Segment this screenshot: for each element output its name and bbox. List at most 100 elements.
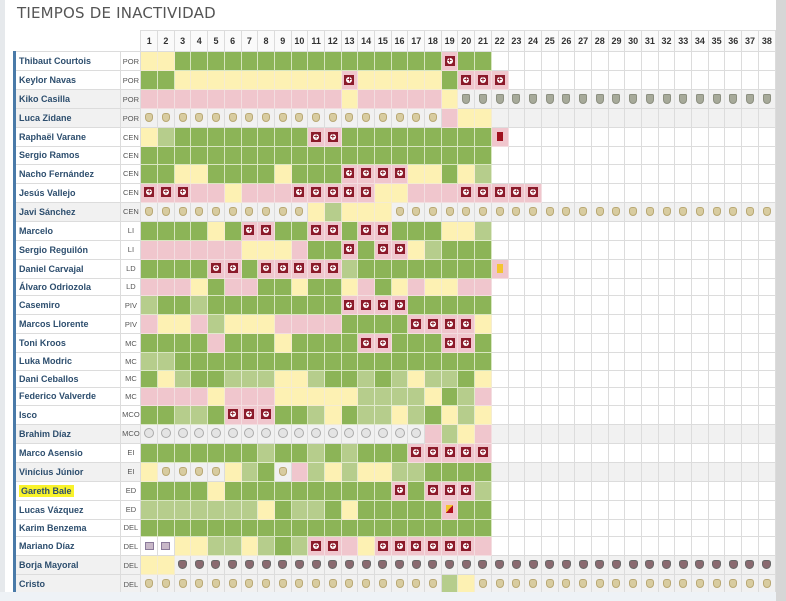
- matchday-cell: [340, 499, 359, 520]
- matchday-cell: [574, 404, 592, 425]
- matchday-cell: [407, 163, 426, 184]
- matchday-cell: [424, 239, 442, 260]
- player-name[interactable]: Javi Sánchez: [19, 206, 76, 217]
- player-name[interactable]: Thibaut Courtois: [19, 56, 91, 66]
- matchday-cell: [657, 518, 676, 537]
- injury-icon: [444, 55, 455, 66]
- player-name[interactable]: Marcos Llorente: [19, 319, 89, 329]
- real-madrid-crest-icon: [378, 579, 387, 589]
- player-name[interactable]: Marcelo: [19, 225, 54, 236]
- matchday-cell: [557, 352, 576, 371]
- player-name[interactable]: Luka Modric: [19, 356, 73, 367]
- player-name[interactable]: Vinícius Júnior: [19, 466, 84, 477]
- player-name-cell[interactable]: Raphaël Varane: [12, 127, 122, 147]
- matchday-cell: [624, 258, 643, 279]
- player-name-cell[interactable]: Kiko Casilla: [12, 89, 122, 109]
- player-name[interactable]: Gareth Bale: [19, 484, 74, 497]
- player-name-cell[interactable]: Brahim Díaz: [12, 423, 122, 444]
- scrollbar[interactable]: [776, 0, 786, 601]
- player-name[interactable]: Sergio Reguilón: [19, 244, 89, 255]
- player-name[interactable]: Dani Ceballos: [19, 373, 79, 384]
- matchday-cell: [240, 555, 259, 575]
- player-name-cell[interactable]: Dani Ceballos: [12, 369, 122, 388]
- player-name[interactable]: Daniel Carvajal: [19, 263, 84, 274]
- matchday-cell: [190, 333, 209, 353]
- player-name-cell[interactable]: Álvaro Odriozola: [12, 277, 122, 296]
- player-name-cell[interactable]: Casemiro: [12, 295, 122, 315]
- player-name-cell[interactable]: Marcos Llorente: [12, 314, 122, 334]
- real-madrid-crest-icon: [228, 579, 237, 589]
- player-name-cell[interactable]: Jesús Vallejo: [12, 182, 122, 203]
- player-name-cell[interactable]: Karim Benzema: [12, 518, 122, 537]
- player-name[interactable]: Sergio Ramos: [19, 150, 80, 161]
- player-name[interactable]: Isco: [19, 409, 38, 420]
- matchday-cell: [641, 239, 659, 260]
- player-name[interactable]: Luca Zidane: [19, 113, 72, 123]
- matchday-cell: [607, 295, 626, 315]
- matchday-cell: [657, 51, 676, 71]
- player-name-cell[interactable]: Federico Valverde: [12, 387, 122, 406]
- matchday-cell: [757, 518, 777, 537]
- matchday-cell: [440, 70, 459, 90]
- player-name-cell[interactable]: Nacho Fernández: [12, 163, 122, 184]
- player-name-cell[interactable]: Lucas Vázquez: [12, 499, 122, 520]
- player-name-cell[interactable]: Cristo: [12, 574, 122, 594]
- player-name[interactable]: Keylor Navas: [19, 75, 77, 85]
- player-name-cell[interactable]: Marcelo: [12, 220, 122, 241]
- matchday-cell: [340, 239, 359, 260]
- player-name-cell[interactable]: Mariano Díaz: [12, 536, 122, 556]
- player-name[interactable]: Casemiro: [19, 300, 61, 310]
- player-name[interactable]: Federico Valverde: [19, 391, 97, 402]
- player-name[interactable]: Marco Asensio: [19, 447, 83, 458]
- player-name[interactable]: Mariano Díaz: [19, 541, 75, 551]
- player-name-cell[interactable]: Daniel Carvajal: [12, 258, 122, 279]
- player-name[interactable]: Lucas Vázquez: [19, 504, 84, 515]
- matchday-cell: [691, 258, 709, 279]
- player-name-cell[interactable]: Vinícius Júnior: [12, 461, 122, 482]
- player-name[interactable]: Brahim Díaz: [19, 428, 72, 439]
- player-name[interactable]: Jesús Vallejo: [19, 187, 76, 198]
- player-name[interactable]: Karim Benzema: [19, 522, 87, 533]
- matchday-header: 30: [624, 30, 643, 52]
- player-name[interactable]: Raphaël Varane: [19, 132, 87, 142]
- injury-icon: [477, 186, 488, 198]
- player-name-cell[interactable]: Keylor Navas: [12, 70, 122, 90]
- matchday-cell: [474, 536, 492, 556]
- matchday-cell: [424, 89, 442, 109]
- matchday-cell: [607, 518, 626, 537]
- matchday-cell: [190, 423, 209, 444]
- matchday-cell: [757, 369, 777, 388]
- player-name-cell[interactable]: Marco Asensio: [12, 442, 122, 463]
- player-name[interactable]: Borja Mayoral: [19, 560, 79, 570]
- matchday-cell: [490, 461, 509, 482]
- matchday-header: 31: [641, 30, 659, 52]
- matchday-cell: [157, 461, 175, 482]
- real-madrid-crest-icon: [328, 113, 337, 123]
- player-name-cell[interactable]: Borja Mayoral: [12, 555, 122, 575]
- real-madrid-crest-icon: [645, 579, 654, 589]
- player-row: Álvaro Odriozola LD: [12, 277, 777, 296]
- matchday-cell: [140, 369, 159, 388]
- player-name[interactable]: Cristo: [19, 579, 46, 589]
- matchday-cell: [507, 404, 526, 425]
- matchday-cell: [207, 574, 225, 594]
- matchday-cell: [757, 555, 777, 575]
- player-name-cell[interactable]: Javi Sánchez: [12, 201, 122, 222]
- matchday-cell: [457, 499, 476, 520]
- player-name-cell[interactable]: Luka Modric: [12, 352, 122, 371]
- player-name[interactable]: Álvaro Odriozola: [19, 281, 92, 292]
- player-name-cell[interactable]: Luca Zidane: [12, 108, 122, 128]
- injury-icon: [377, 299, 388, 310]
- player-name[interactable]: Toni Kroos: [19, 338, 66, 348]
- player-name[interactable]: Kiko Casilla: [19, 94, 71, 104]
- player-name[interactable]: Nacho Fernández: [19, 168, 95, 179]
- matchday-cell: [374, 352, 392, 371]
- player-name-cell[interactable]: Gareth Bale: [12, 480, 122, 501]
- player-name-cell[interactable]: Thibaut Courtois: [12, 51, 122, 71]
- player-name-cell[interactable]: Sergio Reguilón: [12, 239, 122, 260]
- matchday-cell: [357, 163, 376, 184]
- levante-crest-icon: [261, 560, 271, 570]
- player-name-cell[interactable]: Toni Kroos: [12, 333, 122, 353]
- player-name-cell[interactable]: Sergio Ramos: [12, 146, 122, 165]
- player-name-cell[interactable]: Isco: [12, 404, 122, 425]
